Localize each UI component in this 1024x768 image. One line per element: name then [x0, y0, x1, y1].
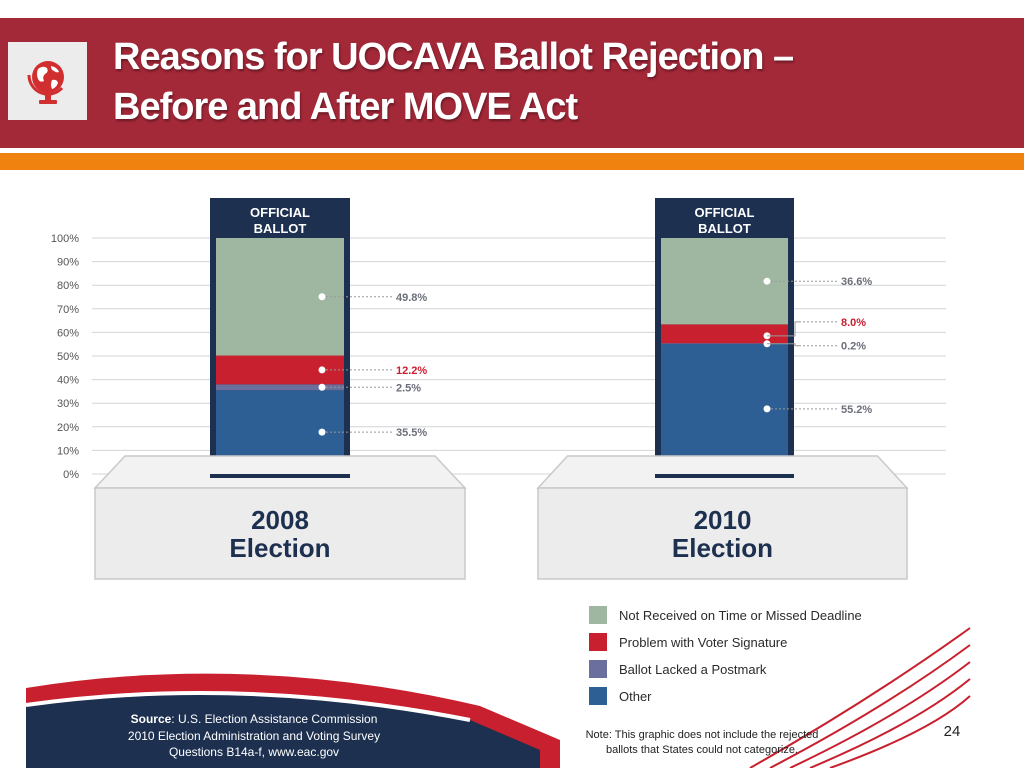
leader-line — [767, 343, 799, 347]
y-tick-label: 60% — [57, 327, 79, 339]
value-label-2-2: 0.2% — [763, 340, 866, 353]
ballot-box-lid — [93, 455, 467, 489]
legend-swatch — [589, 606, 607, 624]
legend-swatch — [589, 687, 607, 705]
legend-swatch — [589, 633, 607, 651]
legend-item-1: Not Received on Time or Missed Deadline — [589, 606, 862, 624]
decor-stripes-right — [749, 627, 971, 768]
y-tick-label: 100% — [51, 233, 79, 245]
source-label: Source — [131, 712, 172, 726]
value-labels: 35.5% 2.5% 12.2% 49.8% 55.2% 0.2% 8.0% 36.6% — [318, 276, 872, 439]
bar-segment — [661, 324, 788, 344]
value-label-1-3: 12.2% — [318, 365, 427, 377]
ballot-header-line-2: BALLOT — [698, 221, 751, 236]
category-label-text: Election — [672, 533, 773, 563]
legend-swatch — [589, 660, 607, 678]
leader-dot — [763, 405, 771, 413]
leader-dot — [318, 383, 326, 391]
category-label-year: 2010 — [694, 505, 752, 535]
orange-accent-bar — [0, 153, 1024, 170]
data-label: 12.2% — [396, 365, 427, 377]
source-line-3: Questions B14a-f, www.eac.gov — [169, 745, 339, 759]
data-label: 35.5% — [396, 427, 427, 439]
title-line-1: Reasons for UOCAVA Ballot Rejection – — [113, 36, 794, 78]
logo-box — [8, 42, 87, 120]
ballot-box-lid — [536, 455, 909, 489]
leader-dot — [318, 293, 326, 301]
y-tick-label: 0% — [63, 469, 79, 481]
y-tick-label: 30% — [57, 398, 79, 410]
title-line-2: Before and After MOVE Act — [113, 86, 578, 128]
value-label-2-1: 55.2% — [763, 404, 872, 416]
category-label-text: Election — [229, 533, 330, 563]
data-label: 8.0% — [841, 317, 866, 329]
ballot-header-line-2: BALLOT — [254, 221, 307, 236]
leader-dot — [318, 366, 326, 374]
y-axis: 0% 10% 20% 30% 40% 50% 60% 70% 80% 90% 100% — [51, 233, 79, 481]
globe-icon — [27, 61, 64, 104]
y-tick-label: 40% — [57, 375, 79, 387]
y-tick-label: 20% — [57, 422, 79, 434]
y-tick-label: 80% — [57, 280, 79, 292]
leader-line — [767, 321, 799, 337]
leader-dot — [763, 277, 771, 285]
bar-segment — [216, 384, 344, 391]
data-label: 36.6% — [841, 276, 872, 288]
ballot-slot — [655, 474, 794, 478]
leader-dot — [318, 428, 326, 436]
y-tick-label: 70% — [57, 304, 79, 316]
legend-label: Other — [619, 689, 652, 704]
data-label: 55.2% — [841, 404, 872, 416]
legend-label: Ballot Lacked a Postmark — [619, 662, 767, 677]
slide-number: 24 — [943, 723, 961, 740]
data-label: 0.2% — [841, 341, 866, 353]
value-label-2-4: 36.6% — [763, 276, 872, 288]
page-title: Reasons for UOCAVA Ballot Rejection – Be… — [113, 32, 993, 132]
title-banner — [0, 18, 1024, 148]
header-divider — [0, 148, 1024, 153]
ballot-slot — [210, 474, 350, 478]
note-line-1: Note: This graphic does not include the … — [586, 729, 819, 741]
value-label-1-2: 2.5% — [318, 382, 421, 394]
legend-label: Not Received on Time or Missed Deadline — [619, 608, 862, 623]
value-label-2-3: 8.0% — [763, 317, 866, 340]
data-label: 49.8% — [396, 292, 427, 304]
value-label-1-1: 35.5% — [318, 427, 427, 439]
ballot-box-body — [537, 487, 908, 580]
top-strip — [0, 0, 1024, 18]
category-label-year: 2008 — [251, 505, 309, 535]
data-label: 2.5% — [396, 382, 421, 394]
legend-item-2: Problem with Voter Signature — [589, 633, 787, 651]
value-label-1-4: 49.8% — [318, 292, 427, 304]
y-tick-label: 50% — [57, 351, 79, 363]
source-note: Source: U.S. Election Assistance Commiss… — [128, 712, 818, 759]
source-text-1: : U.S. Election Assistance Commission — [171, 712, 377, 726]
ballot-box-body — [94, 487, 466, 580]
ballot-rejection-chart: 0% 10% 20% 30% 40% 50% 60% 70% 80% 90% 100% OFFICI… — [25, 172, 971, 768]
chart-legend: Not Received on Time or Missed Deadline P… — [589, 606, 862, 705]
bar-segment — [661, 343, 788, 345]
ballot-header-line-1: OFFICIAL — [250, 205, 310, 220]
ballot-header-line-1: OFFICIAL — [695, 205, 755, 220]
legend-label: Problem with Voter Signature — [619, 635, 787, 650]
note-line-2: ballots that States could not categorize… — [606, 744, 798, 756]
legend-item-3: Ballot Lacked a Postmark — [589, 660, 767, 678]
y-tick-label: 10% — [57, 445, 79, 457]
y-tick-label: 90% — [57, 257, 79, 269]
source-line-1: Source: U.S. Election Assistance Commiss… — [131, 712, 378, 726]
legend-item-4: Other — [589, 687, 652, 705]
source-line-2: 2010 Election Administration and Voting … — [128, 729, 380, 743]
